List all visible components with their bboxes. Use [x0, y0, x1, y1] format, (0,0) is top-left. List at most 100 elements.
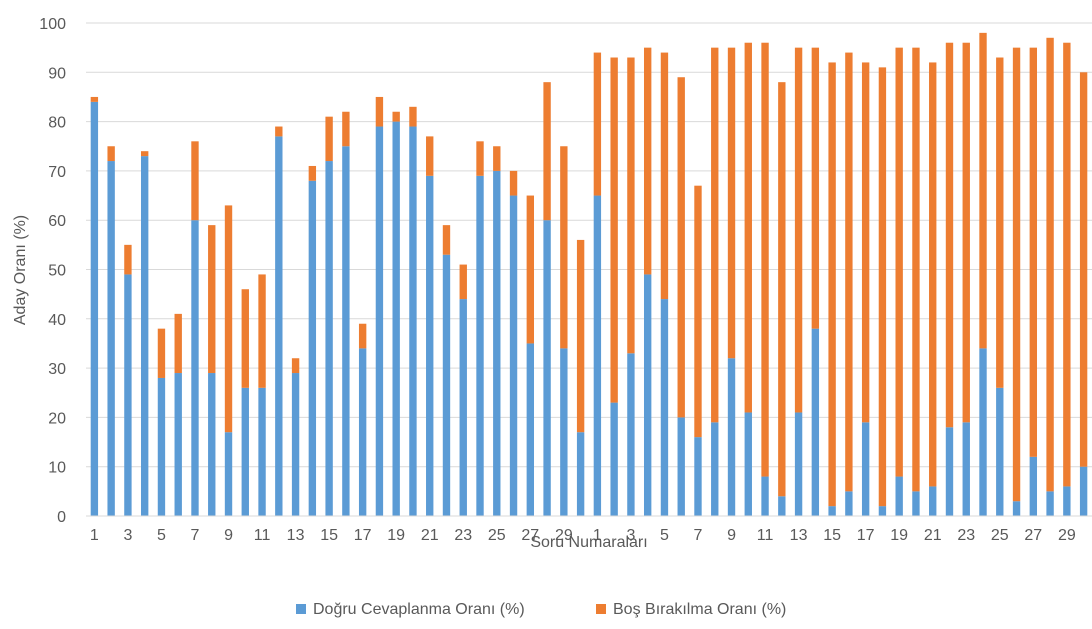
bar-correct-rate — [811, 328, 820, 516]
bar-blank-rate — [241, 289, 249, 388]
bar-correct-rate — [1063, 486, 1071, 516]
bar-blank-rate — [593, 52, 602, 196]
bar-correct-rate — [845, 491, 853, 516]
bar-blank-rate — [861, 62, 870, 423]
bar-correct-rate — [861, 422, 870, 516]
x-tick-label: 23 — [957, 527, 975, 544]
x-tick-label: 13 — [287, 527, 305, 544]
bar-correct-rate — [107, 161, 115, 517]
bar-blank-rate — [727, 47, 736, 359]
bar-blank-rate — [208, 225, 216, 374]
bar-blank-rate — [929, 62, 937, 487]
bar-correct-rate — [325, 161, 333, 517]
y-tick-label: 80 — [48, 115, 66, 132]
x-tick-labels: 1 3 5 7 9 11 13 15 17 19 21 23 25 27 29 1 3 5 7 9 11 13 15 17 19… — [90, 527, 1076, 544]
bar-blank-rate — [90, 96, 99, 102]
bar-correct-rate — [912, 491, 920, 516]
y-tick-label: 60 — [48, 213, 66, 230]
bar-blank-rate — [878, 67, 887, 507]
bar-correct-rate — [895, 476, 903, 516]
bar-correct-rate — [543, 220, 551, 516]
bar-correct-rate — [1012, 501, 1021, 516]
y-axis-title: Aday Oranı (%) — [12, 215, 29, 325]
bar-blank-rate — [811, 47, 820, 329]
bar-blank-rate — [442, 225, 451, 255]
bar-correct-rate — [509, 195, 518, 517]
bar-blank-rate — [560, 146, 568, 349]
legend-label-correct: Doğru Cevaplanma Oranı (%) — [313, 601, 525, 618]
x-tick-label: 25 — [991, 527, 1009, 544]
bar-correct-rate — [358, 348, 367, 516]
x-tick-label: 29 — [1058, 527, 1076, 544]
bar-correct-rate — [174, 373, 182, 516]
bar-blank-rate — [778, 82, 786, 497]
bar-correct-rate — [828, 506, 836, 516]
bar-correct-rate — [124, 274, 132, 516]
bar-correct-rate — [694, 437, 702, 516]
bar-correct-rate — [778, 496, 786, 516]
x-tick-label: 7 — [191, 527, 200, 544]
x-tick-label: 21 — [924, 527, 942, 544]
bar-blank-rate — [358, 323, 367, 349]
x-tick-label: 29 — [555, 527, 573, 544]
bar-blank-rate — [426, 136, 434, 176]
bar-correct-rate — [392, 121, 400, 516]
x-tick-label: 7 — [694, 527, 703, 544]
legend: Doğru Cevaplanma Oranı (%) Boş Bırakılma… — [296, 601, 786, 618]
bar-correct-rate — [275, 136, 283, 516]
x-tick-label: 3 — [123, 527, 132, 544]
x-tick-label: 11 — [254, 527, 271, 544]
x-tick-label: 19 — [890, 527, 908, 544]
bar-blank-rate — [409, 106, 417, 127]
x-tick-label: 17 — [354, 527, 372, 544]
bar-correct-rate — [660, 299, 669, 516]
bar-correct-rate — [727, 358, 736, 516]
bar-correct-rate — [157, 377, 166, 516]
bar-blank-rate — [174, 313, 182, 374]
bar-blank-rate — [224, 205, 233, 433]
bar-correct-rate — [476, 175, 484, 516]
bar-correct-rate — [409, 126, 417, 516]
bar-correct-rate — [140, 156, 149, 517]
y-tick-labels: 0 10 20 30 40 50 60 70 80 90 100 — [39, 16, 66, 526]
y-tick-label: 90 — [48, 65, 66, 82]
bar-correct-rate — [90, 101, 99, 516]
bar-correct-rate — [878, 506, 887, 516]
x-tick-label: 23 — [454, 527, 472, 544]
bar-blank-rate — [124, 244, 132, 275]
bar-correct-rate — [560, 348, 568, 516]
bar-blank-rate — [610, 57, 618, 403]
bar-blank-rate — [845, 52, 853, 492]
x-tick-label: 5 — [157, 527, 166, 544]
bar-correct-rate — [593, 195, 602, 517]
bar-correct-rate — [526, 343, 535, 516]
x-tick-label: 21 — [421, 527, 439, 544]
bar-correct-rate — [224, 432, 233, 516]
bar-correct-rate — [610, 402, 618, 516]
bar-blank-rate — [677, 77, 685, 418]
bar-correct-rate — [1046, 491, 1054, 516]
y-tick-label: 50 — [48, 263, 66, 280]
bar-blank-rate — [761, 42, 769, 477]
x-tick-label: 13 — [790, 527, 808, 544]
bar-correct-rate — [962, 422, 970, 516]
y-tick-label: 10 — [48, 460, 66, 477]
bar-blank-rate — [694, 185, 702, 438]
bar-blank-rate — [828, 62, 836, 507]
y-tick-label: 100 — [39, 16, 66, 33]
bar-blank-rate — [191, 141, 199, 221]
bar-blank-rate — [392, 111, 400, 122]
bar-blank-rate — [627, 57, 635, 354]
bar-correct-rate — [1029, 456, 1038, 516]
x-tick-label: 3 — [626, 527, 635, 544]
x-tick-label: 9 — [727, 527, 736, 544]
x-tick-label: 5 — [660, 527, 669, 544]
bar-correct-rate — [291, 373, 300, 516]
bar-correct-rate — [493, 170, 501, 516]
bar-correct-rate — [576, 432, 585, 516]
bar-blank-rate — [711, 47, 719, 423]
y-tick-label: 20 — [48, 410, 66, 427]
bars — [90, 32, 1088, 517]
